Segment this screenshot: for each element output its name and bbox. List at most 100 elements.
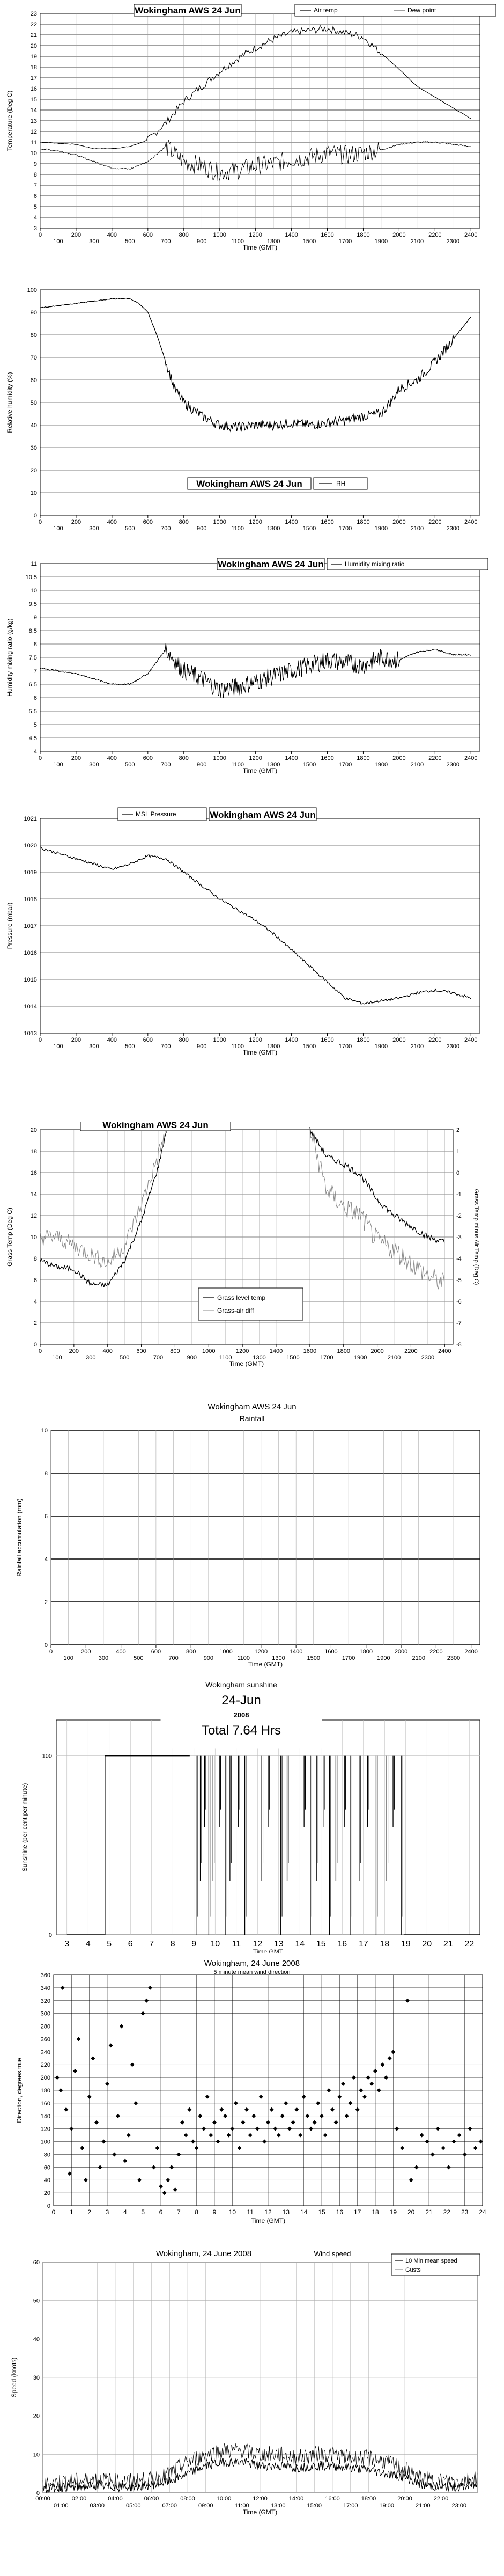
data-point	[446, 2165, 451, 2170]
legend-label: Gusts	[405, 2267, 421, 2273]
x-tick-label: 6	[128, 1940, 133, 1949]
y-tick-label: 23	[31, 11, 37, 17]
x-tick-label: 6	[159, 2208, 163, 2216]
y-tick-label: 9	[34, 614, 37, 621]
data-point	[151, 2165, 156, 2170]
x-tick-label: 13:00	[271, 2502, 286, 2509]
x-tick-label: 2	[87, 2208, 91, 2216]
y-tick-label: 18	[31, 1148, 37, 1155]
x-tick-label: 2100	[411, 762, 424, 768]
x-tick-label: 1300	[272, 1655, 285, 1662]
data-point	[73, 2069, 77, 2074]
y-right-tick-label: 0	[456, 1170, 459, 1176]
x-tick-label: 0	[49, 1649, 53, 1655]
data-point	[209, 2133, 213, 2138]
x-axis-label: Time (GMT)	[248, 1660, 283, 1668]
data-point	[176, 2152, 181, 2157]
x-tick-label: 700	[161, 1043, 171, 1050]
x-axis-label: Time (GMT)	[243, 767, 277, 774]
y-tick-label: 17	[31, 75, 37, 82]
data-point	[112, 2152, 117, 2157]
x-tick-label: 5	[107, 1940, 112, 1949]
x-tick-label: 1100	[237, 1655, 250, 1662]
data-point	[478, 2139, 483, 2144]
x-tick-label: 22	[443, 2208, 451, 2216]
x-tick-label: 1600	[321, 519, 333, 525]
x-tick-label: 23	[461, 2208, 469, 2216]
x-tick-label: 06:00	[144, 2496, 159, 2502]
x-tick-label: 2200	[428, 1037, 441, 1043]
y-tick-label: 9	[34, 161, 37, 167]
legend-box	[391, 2253, 480, 2276]
x-tick-label: 1400	[285, 755, 298, 762]
x-tick-label: 600	[143, 519, 153, 525]
y-right-tick-label: 2	[456, 1127, 459, 1133]
y-tick-label: 8	[45, 1470, 48, 1477]
x-tick-label: 17:00	[343, 2502, 358, 2509]
x-tick-label: 1400	[285, 519, 298, 525]
x-tick-label: 21	[425, 2208, 433, 2216]
y-tick-label: 360	[41, 1972, 50, 1979]
data-point	[294, 2107, 299, 2112]
y-right-tick-label: -4	[456, 1256, 462, 1262]
legend-box	[117, 807, 207, 821]
x-tick-label: 2100	[388, 1355, 401, 1361]
y-tick-label: 40	[44, 2177, 50, 2184]
chart-svg: 4 4.5 5 5.5 6 6.5 7 7.5 8 8.5 9 9.5 10 10.5 11 0 200 400 6…	[6, 558, 488, 774]
x-tick-label: 400	[107, 755, 117, 762]
data-point	[162, 2191, 167, 2196]
x-tick-label: 16	[336, 2208, 344, 2216]
x-tick-label: 2400	[464, 755, 477, 762]
data-point	[226, 2133, 231, 2138]
data-point	[69, 2126, 74, 2131]
x-tick-label: 10	[229, 2208, 236, 2216]
x-tick-label: 21:00	[416, 2502, 431, 2509]
sunshine-line	[66, 1755, 190, 1935]
y-tick-label: 90	[31, 310, 37, 316]
y-tick-label: 0	[36, 2490, 40, 2497]
data-point	[269, 2107, 274, 2112]
x-tick-label: 2300	[447, 525, 459, 532]
data-point	[316, 2101, 321, 2105]
data-point	[130, 2062, 135, 2067]
x-tick-label: 800	[179, 519, 189, 525]
legend-box	[313, 477, 368, 490]
x-tick-label: 18	[380, 1940, 389, 1949]
legend-box	[327, 558, 488, 570]
x-tick-label: 2000	[392, 519, 405, 525]
x-tick-label: 800	[179, 232, 189, 238]
x-tick-label: 23:00	[451, 2502, 466, 2509]
x-tick-label: 2400	[464, 1037, 477, 1043]
x-tick-label: 2000	[370, 1348, 383, 1355]
y-tick-label: 1013	[24, 1030, 37, 1037]
y-tick-label: 1015	[24, 977, 37, 983]
x-tick-label: 200	[71, 232, 81, 238]
chart-relative-humidity: 0 10 20 30 40 50 60 70 80 90 100 0 200 400 600 800 1000 1…	[0, 282, 504, 553]
data-point	[425, 2139, 429, 2144]
y-tick-label: 2	[34, 1320, 37, 1327]
x-tick-label: 500	[125, 525, 135, 532]
y-tick-label: 8.5	[29, 628, 37, 634]
data-point	[76, 2037, 81, 2041]
x-tick-label: 2000	[392, 1037, 405, 1043]
chart-pressure: 1013 1014 1015 1016 1017 1018 1019 1020 1021 0 200…	[0, 794, 504, 1068]
data-point	[333, 2120, 338, 2125]
x-tick-label: 11	[232, 1940, 241, 1949]
data-point	[262, 2139, 267, 2144]
x-tick-label: 1100	[219, 1355, 232, 1361]
data-point	[320, 2113, 324, 2118]
x-tick-label: 0	[39, 232, 42, 238]
x-tick-label: 10	[210, 1940, 220, 1949]
y-tick-label: 70	[31, 355, 37, 361]
data-point	[287, 2126, 292, 2131]
x-tick-label: 2300	[447, 1043, 459, 1050]
x-tick-label: 1400	[285, 232, 298, 238]
x-tick-label: 1200	[255, 1649, 268, 1655]
data-point	[391, 2050, 396, 2054]
x-tick-label: 300	[89, 1043, 99, 1050]
x-tick-label: 2300	[447, 238, 459, 245]
x-tick-label: 200	[71, 755, 81, 762]
x-tick-label: 0	[39, 1348, 42, 1355]
y-right-tick-label: -1	[456, 1191, 462, 1198]
